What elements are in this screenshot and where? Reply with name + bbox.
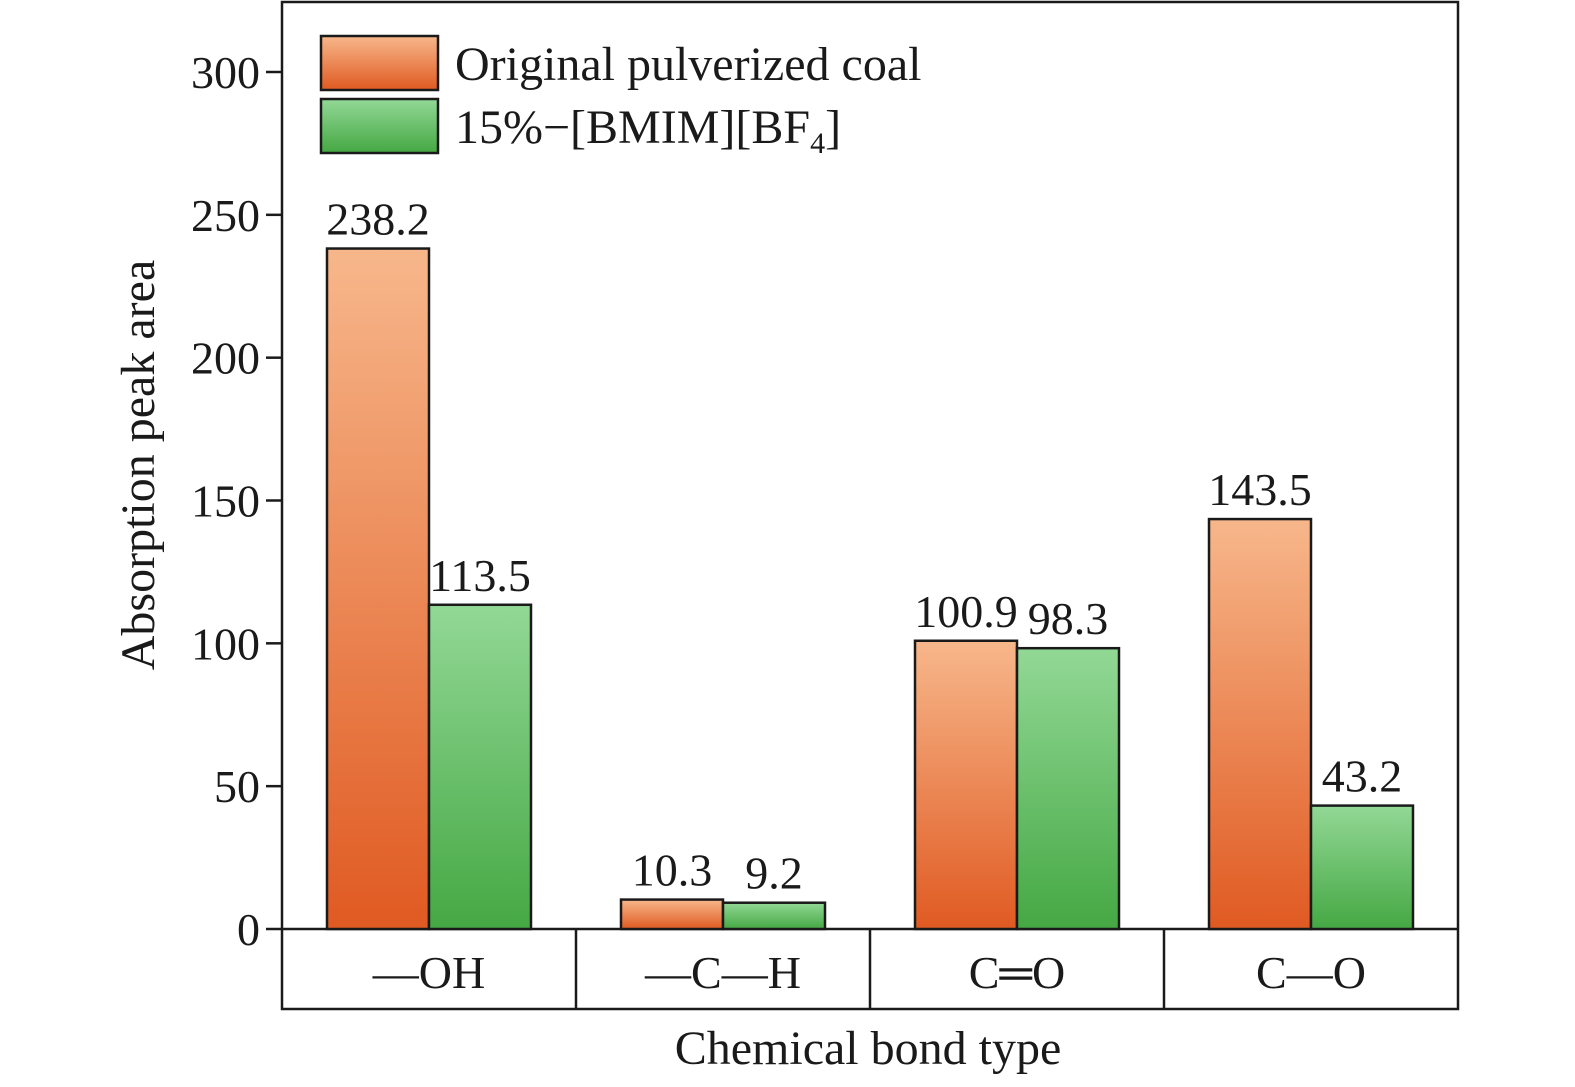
data-label: 10.3 xyxy=(632,845,713,896)
x-axis-title: Chemical bond type xyxy=(675,1022,1062,1075)
y-tick-label: 200 xyxy=(191,333,260,384)
legend-label-bmim: 15%−[BMIM][BF4] xyxy=(455,101,841,160)
y-axis: 0 50 100 150 200 250 300 xyxy=(191,47,282,955)
bar-bmim-bf4 xyxy=(427,603,533,931)
bar-bmim-bf4 xyxy=(1015,646,1121,931)
data-label: 143.5 xyxy=(1208,464,1312,515)
data-label: 98.3 xyxy=(1028,593,1109,644)
legend: Original pulverized coal 15%−[BMIM][BF4] xyxy=(319,34,921,160)
bar-original-coal xyxy=(619,898,725,931)
x-tick-label: C═O xyxy=(969,947,1066,998)
legend-label-bmim-end: ] xyxy=(825,101,841,154)
data-label: 43.2 xyxy=(1322,751,1403,802)
legend-label-bmim-subscript: 4 xyxy=(810,127,825,160)
bars-group xyxy=(325,247,1415,931)
x-tick-label: C—O xyxy=(1256,947,1366,998)
bar-bmim-bf4 xyxy=(721,901,827,931)
data-label: 9.2 xyxy=(745,848,803,899)
bar-original-coal xyxy=(325,247,431,931)
bar-original-coal xyxy=(913,639,1019,931)
data-label: 238.2 xyxy=(326,194,430,245)
legend-swatch-original xyxy=(319,34,440,92)
bar-bmim-bf4 xyxy=(1309,804,1415,931)
y-tick-label: 300 xyxy=(191,47,260,98)
y-tick-label: 50 xyxy=(214,761,260,812)
x-tick-label: —OH xyxy=(372,947,485,998)
x-axis-category-labels: —OH —C—H C═O C—O xyxy=(372,947,1366,998)
y-tick-label: 250 xyxy=(191,190,260,241)
legend-swatch-bmim xyxy=(319,97,440,155)
legend-label-bmim-main: 15%−[BMIM][BF xyxy=(455,101,810,154)
legend-label-original: Original pulverized coal xyxy=(455,38,921,91)
data-labels-group: 238.2 113.5 10.3 9.2 100.9 98.3 143.5 43.2 xyxy=(326,194,1402,899)
category-dividers xyxy=(574,929,1166,1009)
y-tick-label: 0 xyxy=(237,904,260,955)
data-label: 100.9 xyxy=(914,586,1018,637)
bar-original-coal xyxy=(1207,517,1313,931)
data-label: 113.5 xyxy=(429,550,531,601)
y-tick-label: 100 xyxy=(191,618,260,669)
y-axis-title: Absorption peak area xyxy=(112,260,165,671)
x-tick-label: —C—H xyxy=(644,947,801,998)
y-tick-label: 150 xyxy=(191,476,260,527)
